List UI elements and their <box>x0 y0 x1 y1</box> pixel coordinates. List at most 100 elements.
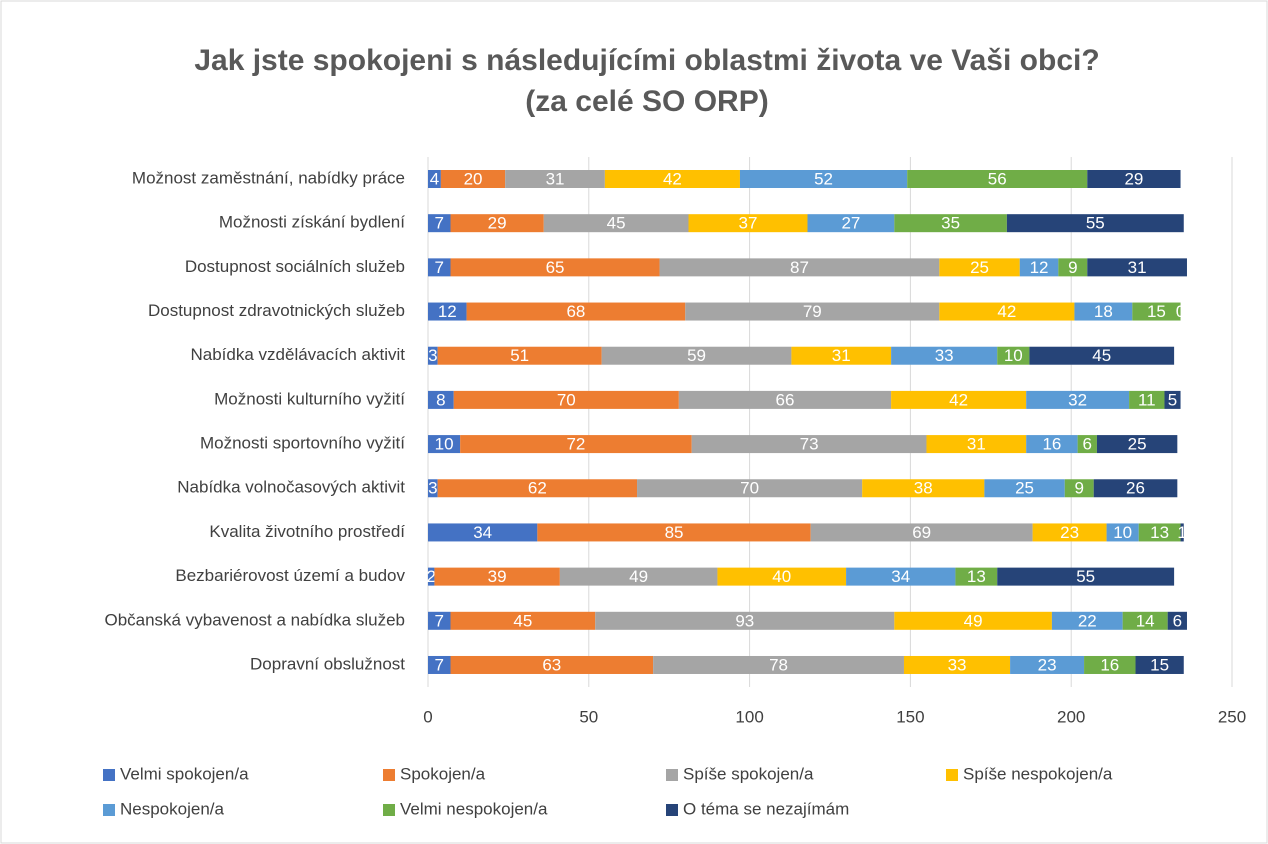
y-tick-label: Kvalita životního prostředí <box>209 522 405 541</box>
data-label: 34 <box>891 567 910 586</box>
bar-segment <box>939 302 1075 321</box>
data-label: 13 <box>967 567 986 586</box>
data-label: 65 <box>546 258 565 277</box>
data-label: 87 <box>790 258 809 277</box>
bar-segment <box>678 390 892 409</box>
bar-segment <box>437 479 638 498</box>
data-label: 27 <box>841 214 860 233</box>
data-label: 9 <box>1068 258 1077 277</box>
data-label: 85 <box>665 523 684 542</box>
data-label: 20 <box>464 169 483 188</box>
chart-subtitle: (za celé SO ORP) <box>525 85 768 118</box>
data-label: 15 <box>1147 302 1166 321</box>
data-label: 9 <box>1075 479 1084 498</box>
data-label: 51 <box>510 346 529 365</box>
bar-segment <box>440 170 506 188</box>
data-label: 3 <box>428 346 437 365</box>
legend-swatch <box>666 769 678 781</box>
bar-segment <box>559 567 718 586</box>
data-label: 25 <box>970 258 989 277</box>
x-tick-label: 200 <box>1057 707 1085 726</box>
bar-segment <box>984 479 1065 498</box>
bar-segment <box>907 170 1088 188</box>
data-label: 10 <box>435 435 454 454</box>
x-tick-label: 50 <box>579 707 598 726</box>
y-tick-label: Nabídka volnočasových aktivit <box>177 478 405 497</box>
bar-segment <box>450 655 654 674</box>
legend-label: Velmi nespokojen/a <box>400 799 548 818</box>
data-label: 6 <box>1083 435 1092 454</box>
chart-title: Jak jste spokojeni s následujícími oblas… <box>194 44 1099 77</box>
y-tick-label: Možnosti kulturního vyžití <box>214 389 405 408</box>
bar-segment <box>1006 214 1184 233</box>
data-label: 16 <box>1100 655 1119 674</box>
bar-segment <box>537 523 811 542</box>
legend-swatch <box>103 769 115 781</box>
data-label: 7 <box>435 655 444 674</box>
data-label: 4 <box>430 169 439 188</box>
data-label: 52 <box>814 169 833 188</box>
data-label: 42 <box>997 302 1016 321</box>
x-tick-label: 100 <box>735 707 763 726</box>
legend-swatch <box>383 769 395 781</box>
bar-segment <box>846 567 956 586</box>
legend-label: Nespokojen/a <box>120 799 225 818</box>
bar-segment <box>955 567 998 586</box>
bar-segment <box>601 346 792 365</box>
data-label: 29 <box>488 214 507 233</box>
data-label: 1 <box>1177 523 1186 542</box>
bar-segment <box>450 611 596 630</box>
data-label: 66 <box>776 390 795 409</box>
bar-segment <box>1096 435 1178 454</box>
bar-segment <box>505 170 605 188</box>
data-label: 2 <box>426 567 435 586</box>
bar-segment <box>891 346 998 365</box>
bar-segment <box>1093 479 1178 498</box>
data-label: 25 <box>1128 435 1147 454</box>
bar-segment <box>1064 479 1094 498</box>
bar-segment <box>428 611 451 630</box>
bar-segment <box>1084 655 1136 674</box>
bar-segment <box>1087 258 1187 277</box>
legend-label: Spíše nespokojen/a <box>963 764 1113 783</box>
bar-segment <box>739 170 908 188</box>
bar-segment <box>653 655 904 674</box>
bar-segment <box>807 214 895 233</box>
data-label: 6 <box>1173 611 1182 630</box>
data-label: 72 <box>566 435 585 454</box>
y-tick-label: Možnosti získání bydlení <box>219 213 405 232</box>
legend-label: Spokojen/a <box>400 764 486 783</box>
bar-segment <box>1058 258 1088 277</box>
data-label: 10 <box>1113 523 1132 542</box>
bar-segment <box>428 479 438 498</box>
data-label: 37 <box>739 214 758 233</box>
data-label: 14 <box>1136 611 1155 630</box>
bar-segment <box>1029 346 1175 365</box>
bar-segment <box>1051 611 1123 630</box>
data-label: 33 <box>948 655 967 674</box>
legend-label: Spíše spokojen/a <box>683 764 814 783</box>
data-label: 55 <box>1086 214 1105 233</box>
y-tick-label: Bezbariérovost území a budov <box>175 566 405 585</box>
bar-segment <box>659 258 940 277</box>
data-label: 31 <box>967 435 986 454</box>
bar-segment <box>894 214 1007 233</box>
bar-segment <box>604 170 740 188</box>
bar-segment <box>810 523 1033 542</box>
data-label: 73 <box>800 435 819 454</box>
bar-segment <box>1132 302 1181 321</box>
data-label: 56 <box>988 169 1007 188</box>
bar-segment <box>450 258 660 277</box>
y-tick-label: Dostupnost zdravotnických služeb <box>148 301 405 320</box>
data-label: 3 <box>428 479 437 498</box>
data-label: 12 <box>438 302 457 321</box>
bar-segment <box>428 346 438 365</box>
data-label: 38 <box>914 479 933 498</box>
bar-segment <box>428 390 454 409</box>
bar-segment <box>926 435 1027 454</box>
bar-segment <box>997 567 1175 586</box>
bar-segment <box>997 346 1030 365</box>
data-label: 70 <box>557 390 576 409</box>
bar-segment <box>903 655 1011 674</box>
bar-segment <box>685 302 940 321</box>
